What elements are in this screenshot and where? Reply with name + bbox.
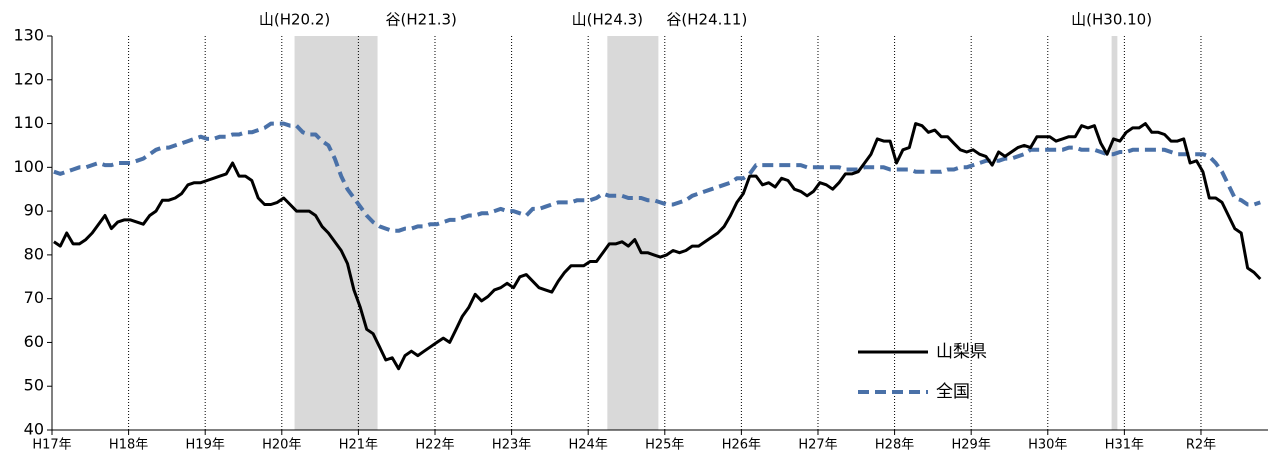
legend-label: 全国 <box>936 382 970 402</box>
x-tick-label: H31年 <box>1105 438 1144 453</box>
x-tick-label: H25年 <box>645 438 684 453</box>
x-tick-label: H23年 <box>492 438 531 453</box>
x-tick-label: H27年 <box>798 438 837 453</box>
series-line <box>53 121 1261 233</box>
peak-label: 山(H24.3) <box>572 11 643 29</box>
x-tick-label: H30年 <box>1028 438 1067 453</box>
y-tick-label: 110 <box>13 113 44 132</box>
x-tick-label: H22年 <box>415 438 454 453</box>
x-tick-label: H21年 <box>339 438 378 453</box>
x-tick-label: H17年 <box>32 438 71 453</box>
x-tick-label: H18年 <box>109 438 148 453</box>
y-tick-label: 130 <box>13 26 44 45</box>
trough-label: 谷(H24.11) <box>666 11 747 29</box>
recession-band <box>607 36 659 430</box>
x-tick-label: H20年 <box>262 438 301 453</box>
x-tick-label: H24年 <box>569 438 608 453</box>
recession-band <box>294 36 378 430</box>
y-tick-label: 60 <box>24 332 44 351</box>
y-tick-label: 90 <box>24 201 44 220</box>
x-tick-label: R2年 <box>1186 438 1216 453</box>
legend-label: 山梨県 <box>936 342 987 362</box>
y-tick-label: 50 <box>24 376 44 395</box>
trough-label: 谷(H21.3) <box>386 11 457 29</box>
x-tick-label: H26年 <box>722 438 761 453</box>
series-line <box>53 122 1262 371</box>
x-tick-label: H19年 <box>186 438 225 453</box>
x-tick-label: H29年 <box>952 438 991 453</box>
peak-label: 山(H20.2) <box>259 11 330 29</box>
x-tick-label: H28年 <box>875 438 914 453</box>
y-tick-label: 70 <box>24 288 44 307</box>
y-tick-label: 40 <box>24 420 44 439</box>
y-tick-label: 100 <box>13 157 44 176</box>
y-tick-label: 120 <box>13 69 44 88</box>
peak-label: 山(H30.10) <box>1071 11 1152 29</box>
y-tick-label: 80 <box>24 244 44 263</box>
recession-band <box>1111 36 1118 430</box>
